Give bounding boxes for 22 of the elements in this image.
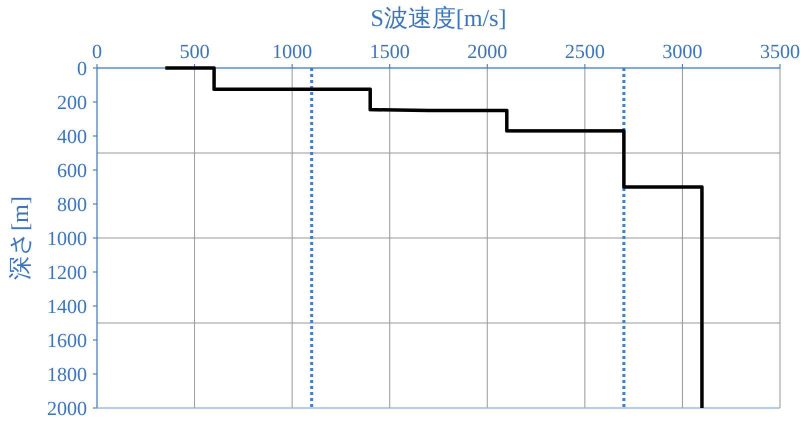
x-tick-label: 3000 [662,41,702,63]
y-tick-label: 1000 [47,228,87,250]
x-tick-label: 1000 [272,41,312,63]
x-tick-label: 2000 [467,41,508,63]
y-tick-label: 0 [77,58,87,80]
x-tick-label: 3500 [760,41,800,63]
y-axis-title: 深さ[m] [8,196,34,280]
x-tick-label: 500 [180,41,210,63]
line-series [164,66,704,410]
y-tick-label: 1400 [47,296,87,318]
y-tick-label: 1800 [47,364,87,386]
y-tick-label: 1200 [47,262,87,284]
x-axis-title: S波速度[m/s] [370,5,507,32]
x-tick-label: 2500 [564,41,605,63]
y-tick-label: 600 [57,160,87,182]
y-tick-label: 800 [57,194,87,216]
x-tick-label: 0 [92,41,102,63]
y-tick-label: 2000 [47,398,87,420]
y-tick-label: 400 [57,126,87,148]
y-tick-label: 200 [57,92,87,114]
x-tick-label: 1500 [370,41,410,63]
y-tick-label: 1600 [47,330,87,352]
